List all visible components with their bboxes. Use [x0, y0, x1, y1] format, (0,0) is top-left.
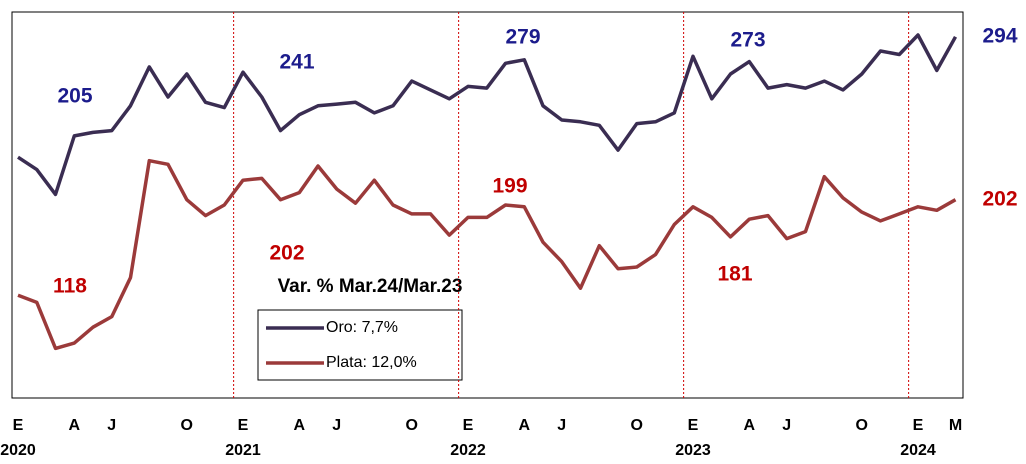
- legend-title: Var. % Mar.24/Mar.23: [278, 276, 463, 297]
- legend-label: Plata: 12,0%: [326, 354, 417, 371]
- x-tick-label: E: [913, 417, 924, 434]
- x-tick-label: J: [332, 417, 341, 434]
- data-label: 241: [279, 51, 314, 74]
- x-tick-label: E: [238, 417, 249, 434]
- line-series: [17, 158, 957, 351]
- x-tick-label: O: [631, 417, 643, 434]
- data-label: 202: [982, 188, 1017, 211]
- x-tick-label: M: [949, 417, 962, 434]
- x-tick-label: A: [68, 417, 80, 434]
- year-label: 2020: [0, 442, 36, 459]
- x-tick-label: J: [782, 417, 791, 434]
- x-tick-label: A: [293, 417, 305, 434]
- data-label: 294: [982, 25, 1017, 48]
- x-tick-label: E: [463, 417, 474, 434]
- x-tick-label: J: [557, 417, 566, 434]
- data-label: 273: [730, 29, 765, 52]
- data-label: 181: [717, 263, 752, 286]
- data-label: 205: [57, 85, 92, 108]
- legend-label: Oro: 7,7%: [326, 319, 398, 336]
- x-tick-label: J: [107, 417, 116, 434]
- data-label: 279: [505, 26, 540, 49]
- x-tick-label: A: [518, 417, 530, 434]
- x-tick-label: O: [856, 417, 868, 434]
- year-label: 2021: [225, 442, 261, 459]
- data-label: 118: [53, 275, 87, 298]
- year-label: 2024: [900, 442, 936, 459]
- data-label: 199: [492, 175, 527, 198]
- x-tick-label: E: [13, 417, 24, 434]
- x-tick-label: A: [743, 417, 755, 434]
- x-tick-label: O: [406, 417, 418, 434]
- data-label: 202: [269, 242, 304, 265]
- legend-box: [257, 309, 463, 381]
- line-series: [17, 33, 958, 197]
- plot-frame: [11, 11, 964, 399]
- year-label: 2022: [450, 442, 486, 459]
- x-tick-label: O: [181, 417, 193, 434]
- year-label: 2023: [675, 442, 711, 459]
- x-tick-label: E: [688, 417, 699, 434]
